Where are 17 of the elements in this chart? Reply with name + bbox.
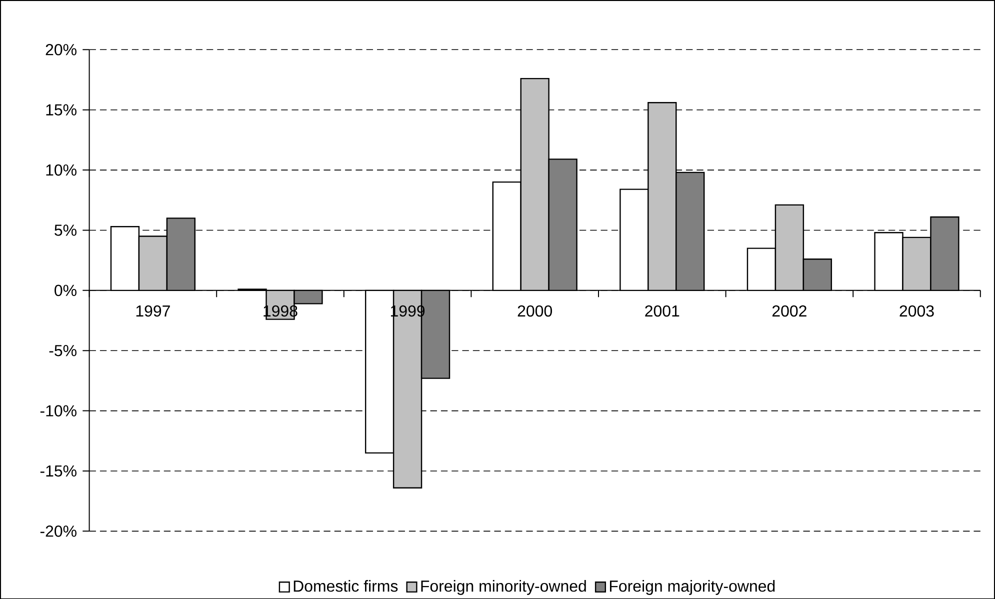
x-tick-label: 1997 <box>136 305 170 316</box>
x-tick-label: 2001 <box>645 305 680 316</box>
legend-label: Domestic firms <box>294 580 398 592</box>
x-tick-label: 2000 <box>518 305 552 316</box>
y-tick-label: -10% <box>40 404 76 416</box>
y-tick-label: -5% <box>49 344 76 356</box>
y-tick-label: 5% <box>54 224 76 236</box>
y-tick-label: -20% <box>40 525 76 537</box>
x-tick-label: 2003 <box>900 305 934 316</box>
y-tick-label: 15% <box>46 104 76 116</box>
x-tick-label: 2002 <box>772 305 806 316</box>
y-tick-label: 10% <box>46 164 76 176</box>
legend-label: Foreign majority-owned <box>610 580 775 595</box>
legend-label: Foreign minority-owned <box>421 580 586 595</box>
y-tick-label: 20% <box>46 44 76 56</box>
y-tick-label: -15% <box>40 465 76 476</box>
y-tick-label: 0% <box>54 284 76 296</box>
